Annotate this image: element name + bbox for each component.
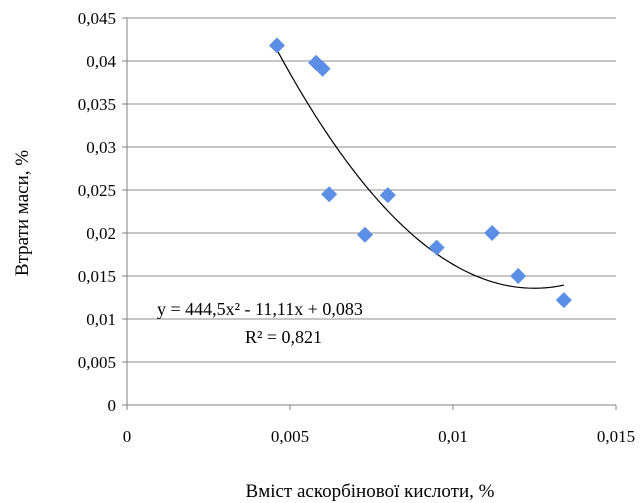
y-tick-label: 0,045 [78, 9, 116, 28]
data-point [356, 226, 373, 243]
data-point [268, 37, 285, 54]
y-tick-label: 0,015 [78, 267, 116, 286]
data-point [428, 239, 445, 256]
x-tick-label: 0,015 [597, 427, 635, 446]
y-tick-label: 0,035 [78, 95, 116, 114]
data-point [555, 292, 572, 309]
x-tick-marks [126, 405, 617, 410]
y-tick-marks [122, 17, 127, 406]
trendline-equation: y = 444,5x² - 11,11x + 0,083 [157, 299, 363, 319]
r-squared-label: R² = 0,821 [245, 327, 322, 347]
x-tick-label: 0 [123, 427, 132, 446]
x-tick-label: 0,005 [271, 427, 309, 446]
y-tick-labels: 0 0,005 0,01 0,015 0,02 0,025 0,03 0,035 0,04 0,0… [78, 9, 117, 415]
y-tick-label: 0,03 [86, 138, 116, 157]
data-points [268, 37, 572, 309]
data-point [314, 60, 331, 77]
y-tick-label: 0,01 [86, 310, 116, 329]
data-point [484, 225, 501, 241]
trendline [276, 49, 564, 289]
data-point [510, 268, 527, 284]
data-point [379, 187, 396, 204]
y-axis-title: Втрати маси, % [12, 150, 33, 276]
y-tick-label: 0,025 [78, 181, 116, 200]
x-tick-labels: 0 0,005 0,01 0,015 [123, 427, 635, 446]
y-tick-label: 0,04 [86, 52, 116, 71]
x-tick-label: 0,01 [438, 427, 468, 446]
x-axis-title: Вміст аскорбінової кислоти, % [246, 481, 495, 502]
y-tick-label: 0,02 [86, 224, 116, 243]
y-tick-label: 0,005 [78, 353, 116, 372]
gridlines [127, 17, 616, 363]
data-point [321, 186, 338, 203]
y-tick-label: 0 [108, 396, 117, 415]
